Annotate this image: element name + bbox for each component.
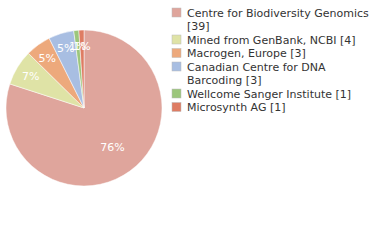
data-label: 76% <box>100 141 124 154</box>
legend-swatch <box>172 103 181 112</box>
legend-swatch <box>172 8 181 17</box>
legend-swatch <box>172 62 181 71</box>
legend-swatch <box>172 89 181 98</box>
legend-label: Microsynth AG [1] <box>187 101 286 114</box>
legend-label: Canadian Centre for DNABarcoding [3] <box>187 61 326 88</box>
chart: 76%7%5%5%1%1%Centre for Biodiversity Gen… <box>0 0 380 240</box>
legend: Centre for Biodiversity Genomics[39]Mine… <box>172 7 369 115</box>
data-label: 5% <box>39 52 56 65</box>
pie <box>6 30 162 186</box>
data-label: 7% <box>22 70 39 83</box>
legend-swatch <box>172 49 181 58</box>
data-label: 1% <box>73 40 90 53</box>
legend-label: Mined from GenBank, NCBI [4] <box>187 34 356 47</box>
pie-slice <box>6 30 162 186</box>
legend-swatch <box>172 35 181 44</box>
legend-label: Macrogen, Europe [3] <box>187 47 306 60</box>
legend-label: Wellcome Sanger Institute [1] <box>187 88 351 101</box>
legend-label: Centre for Biodiversity Genomics[39] <box>187 7 369 34</box>
data-labels: 76%7%5%5%1%1% <box>22 40 125 154</box>
